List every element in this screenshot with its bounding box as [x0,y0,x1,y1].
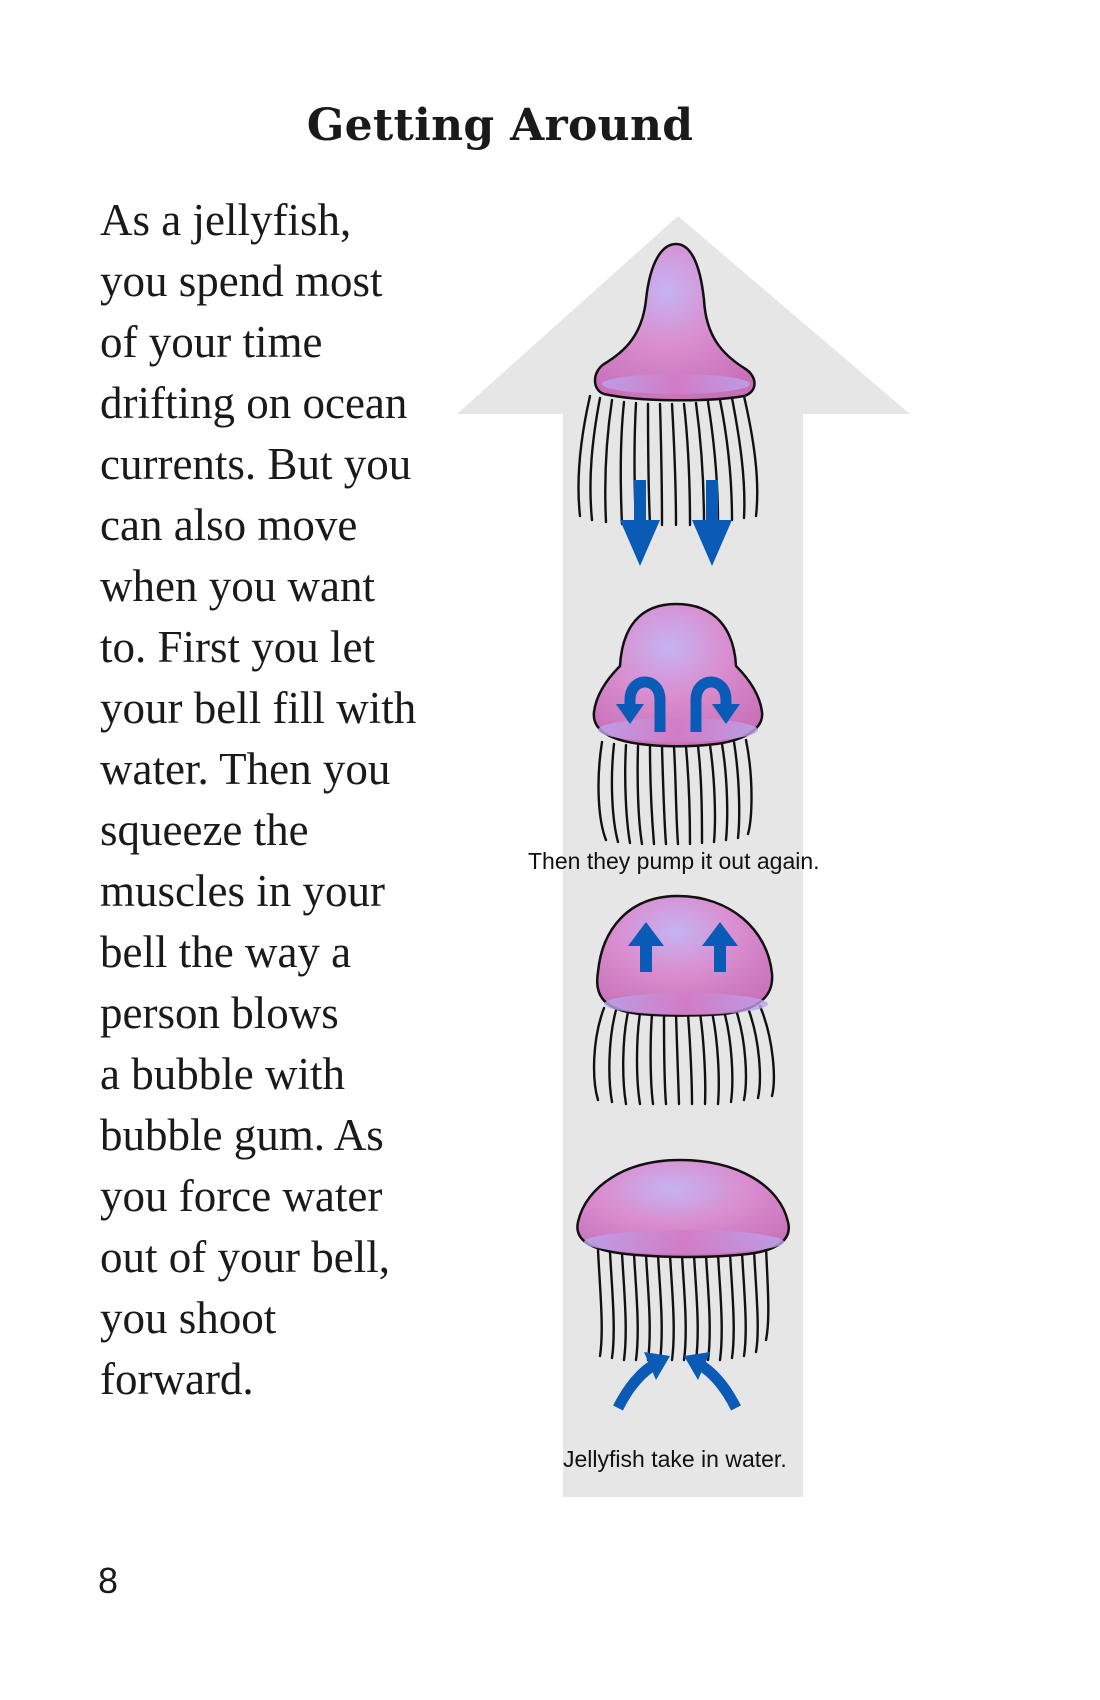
body-line: a bubble with [100,1049,345,1099]
body-line: person blows [100,988,339,1038]
body-line: your bell fill with [100,683,417,733]
tentacles [596,1246,770,1362]
body-line: drifting on ocean [100,378,408,428]
caption-pump-out: Then they pump it out again. [528,848,820,874]
body-line: of your time [100,317,323,367]
body-text: As a jellyfish, you spend most of your t… [100,190,500,1410]
body-line: forward. [100,1354,254,1404]
jellyfish-stage-1 [577,242,759,566]
jellyfish-bell [593,242,756,402]
body-line: squeeze the [100,805,309,855]
jellyfish-stage-4 [576,1158,790,1411]
water-up-arrow [628,922,738,972]
page-title: Getting Around [306,100,694,151]
body-line: you shoot [100,1293,277,1343]
body-line: muscles in your [100,866,385,916]
body-line: bell the way a [100,927,352,977]
caption-take-in: Jellyfish take in water. [563,1446,787,1472]
tentacles [592,1004,776,1106]
body-line: currents. But you [100,439,412,489]
body-line: out of your bell, [100,1232,390,1282]
up-arrow-background [457,216,910,1497]
body-line: you spend most [100,256,383,306]
water-down-arrow [620,480,732,566]
body-line: when you want [100,561,375,611]
tentacles [597,738,753,846]
body-line: water. Then you [100,744,391,794]
body-line: As a jellyfish, [100,195,352,245]
body-line: to. First you let [100,622,376,672]
jellyfish-stage-2 [592,602,764,846]
jellyfish-bell [595,894,774,1017]
body-line: you force water [100,1171,383,1221]
jellyfish-stage-3 [592,894,776,1106]
water-circulating-arrow [624,676,732,732]
page-number: 8 [98,1560,119,1601]
water-intake-arrow [613,1352,741,1411]
body-line: bubble gum. As [100,1110,384,1160]
body-line: can also move [100,500,358,550]
